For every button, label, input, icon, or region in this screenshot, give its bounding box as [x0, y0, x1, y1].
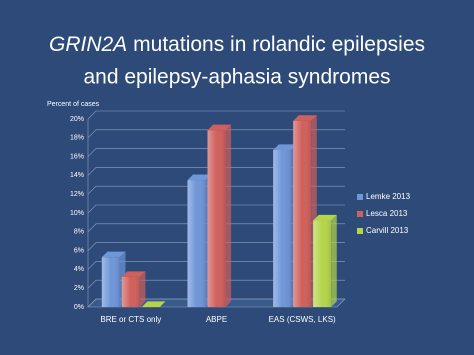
bar-top	[101, 251, 126, 258]
bar-shine	[101, 257, 120, 307]
x-tick-label: EAS (CSWS, LKS)	[269, 315, 336, 324]
bar-side	[331, 214, 337, 307]
grid-line	[87, 223, 345, 233]
y-tick-label: 6%	[74, 247, 84, 254]
y-tick-label: 10%	[70, 210, 84, 217]
y-tick-label: 12%	[70, 191, 84, 198]
grid-line	[87, 204, 345, 214]
legend-swatch	[357, 194, 363, 200]
bar-top	[313, 214, 337, 221]
grid-line	[87, 110, 345, 120]
bar-top	[187, 174, 212, 181]
y-tick-label: 20%	[70, 116, 84, 123]
bar-side	[225, 124, 232, 308]
bar-shine	[313, 220, 332, 307]
grid-line	[87, 279, 345, 289]
legend-label: Lesca 2013	[366, 209, 408, 218]
grid-line	[87, 261, 345, 270]
legend-label: Carvill 2013	[366, 226, 409, 235]
grid-line	[87, 242, 345, 251]
x-tick-label: ABPE	[206, 315, 227, 324]
y-tick-label: 0%	[74, 304, 84, 311]
bar-top	[293, 115, 317, 121]
y-axis-label: Percent of cases	[47, 101, 100, 108]
bar-top	[121, 271, 146, 277]
grid-line	[87, 298, 345, 308]
bar-top	[207, 124, 232, 131]
bar-shine	[121, 276, 140, 307]
y-tick-label: 4%	[74, 266, 84, 273]
legend-swatch	[357, 211, 363, 217]
grid-line	[87, 185, 345, 195]
title-italic: GRIN2A	[49, 33, 127, 56]
y-tick-label: 18%	[70, 135, 84, 142]
bar-top	[141, 301, 166, 307]
chart-title-line2: and epilepsy-aphasia syndromes	[83, 66, 390, 89]
x-tick-label: BRE or CTS only	[100, 315, 161, 324]
bar-shine	[273, 150, 292, 307]
y-tick-label: 14%	[70, 172, 84, 179]
legend-label: Lemke 2013	[366, 192, 411, 201]
bar-shine	[187, 180, 206, 307]
bar-shine	[207, 130, 226, 307]
y-tick-label: 16%	[70, 153, 84, 160]
y-tick-label: 8%	[74, 229, 84, 236]
legend-swatch	[357, 228, 363, 234]
grid-line	[87, 148, 345, 157]
bar-top	[273, 144, 297, 151]
grid-line	[87, 129, 345, 139]
chart-title: GRIN2A mutations in rolandic epilepsies	[49, 33, 425, 56]
bar-side	[139, 271, 146, 307]
bar-shine	[293, 120, 312, 307]
title-text: mutations in rolandic epilepsies	[133, 33, 425, 56]
y-tick-label: 2%	[74, 285, 84, 292]
grid-line	[87, 167, 345, 176]
